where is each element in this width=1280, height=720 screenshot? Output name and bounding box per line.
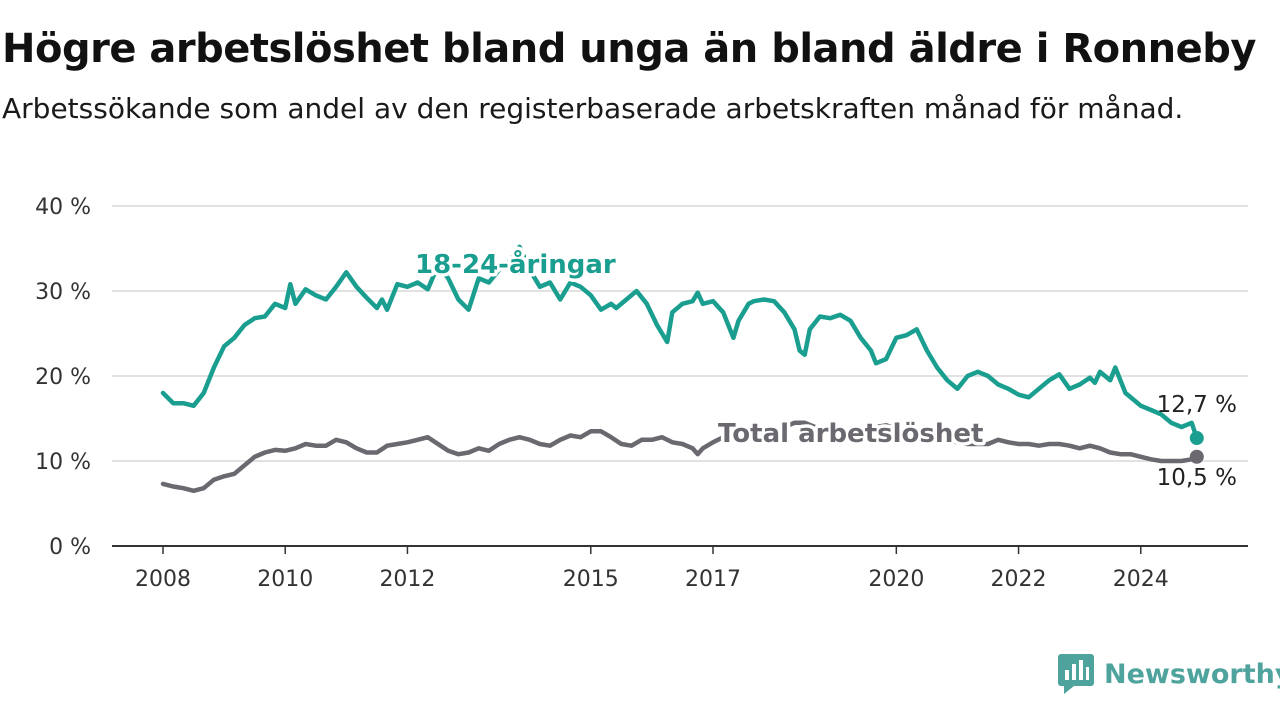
x-tick-label: 2022 bbox=[991, 567, 1047, 592]
x-tick-label: 2008 bbox=[135, 567, 191, 592]
brand-logo: Newsworthy bbox=[1058, 654, 1280, 694]
x-tick-label: 2024 bbox=[1113, 567, 1169, 592]
y-tick-label: 20 % bbox=[35, 365, 91, 390]
series-labels: 12,7 % 18-24-åringar 10,5 % Total arbetslös… bbox=[412, 245, 1237, 491]
end-point-youth bbox=[1189, 431, 1204, 446]
newsworthy-logo-icon bbox=[1058, 654, 1094, 694]
x-tick-label: 2020 bbox=[868, 567, 924, 592]
x-axis: 2008 2010 2012 2015 2017 2020 2022 2024 bbox=[112, 545, 1248, 592]
x-tick-label: 2017 bbox=[685, 567, 741, 592]
end-label-youth: 12,7 % bbox=[1157, 392, 1237, 418]
chart-title: Högre arbetslöshet bland unga än bland ä… bbox=[2, 26, 1256, 72]
x-tick-label: 2010 bbox=[257, 567, 313, 592]
series-label-youth: 18-24-åringar bbox=[415, 248, 616, 280]
y-tick-label: 0 % bbox=[49, 535, 91, 560]
line-chart: 0 % 10 % 20 % 30 % 40 % 2008 2010 2012 2015 2017… bbox=[35, 195, 1248, 592]
series-lines bbox=[160, 244, 1200, 494]
series-label-total: Total arbetslöshet bbox=[718, 419, 983, 449]
series-line-youth bbox=[160, 244, 1200, 441]
y-tick-label: 40 % bbox=[35, 195, 91, 220]
end-point-total bbox=[1189, 449, 1204, 464]
gridlines bbox=[112, 205, 1248, 462]
series-line-total bbox=[160, 420, 1200, 494]
y-tick-label: 10 % bbox=[35, 450, 91, 475]
x-tick-label: 2015 bbox=[563, 567, 619, 592]
end-label-total: 10,5 % bbox=[1157, 465, 1237, 491]
x-tick-label: 2012 bbox=[379, 567, 435, 592]
brand-name: Newsworthy bbox=[1104, 658, 1280, 690]
y-tick-label: 30 % bbox=[35, 280, 91, 305]
chart-subtitle: Arbetssökande som andel av den registerb… bbox=[2, 92, 1184, 125]
y-axis: 0 % 10 % 20 % 30 % 40 % bbox=[35, 195, 91, 560]
